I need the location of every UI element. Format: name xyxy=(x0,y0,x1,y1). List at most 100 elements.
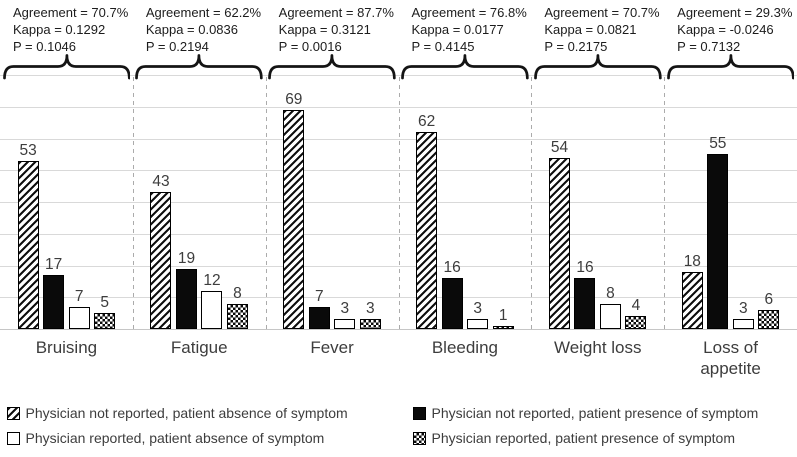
bar-checkerboard xyxy=(492,325,514,329)
bar-diagonal-hatch xyxy=(17,160,39,329)
legend-item-not-reported-absence: Physician not reported, patient absence … xyxy=(7,405,413,422)
x-axis-line xyxy=(0,329,797,330)
bar-value-label: 7 xyxy=(74,287,84,305)
bar-slot: 19 xyxy=(175,249,197,329)
agreement-line: Agreement = 76.8% xyxy=(411,5,527,20)
bar-slot: 12 xyxy=(201,271,223,329)
gridline xyxy=(0,75,797,76)
bar-group: 43 19 12 8 xyxy=(133,75,266,329)
bar-checkerboard xyxy=(226,303,248,329)
group-brace-icon xyxy=(135,53,264,85)
category-separator-line xyxy=(265,77,267,329)
bar-value-label: 16 xyxy=(443,259,461,277)
white-outline-swatch-icon xyxy=(7,432,20,445)
stats-annotation: Agreement = 62.2% Kappa = 0.0836 P = 0.219… xyxy=(146,4,261,55)
bar-slot: 3 xyxy=(467,300,489,329)
bar-value-label: 3 xyxy=(366,300,375,318)
bar-white-outline xyxy=(334,319,356,329)
stats-annotation: Agreement = 87.7% Kappa = 0.3121 P = 0.001… xyxy=(279,4,394,55)
kappa-line: Kappa = 0.0836 xyxy=(145,22,238,37)
p-value-line: P = 0.2175 xyxy=(544,39,608,54)
bar-group: 53 17 7 5 xyxy=(0,75,133,329)
bar-value-label: 6 xyxy=(764,290,774,308)
legend-item-reported-absence: Physician reported, patient absence of s… xyxy=(7,430,413,447)
bar-slot: 6 xyxy=(758,290,780,329)
bar-value-label: 7 xyxy=(315,287,324,305)
bar-solid-black xyxy=(441,278,463,329)
solid-black-swatch-icon xyxy=(413,407,426,420)
bar-value-label: 8 xyxy=(606,284,615,302)
bar-slot: 3 xyxy=(334,300,356,329)
bar-slot: 7 xyxy=(308,287,330,329)
bar-white-outline xyxy=(599,303,621,329)
stats-annotation: Agreement = 70.7% Kappa = 0.1292 P = 0.104… xyxy=(13,4,128,55)
legend-item-not-reported-presence: Physician not reported, patient presence… xyxy=(413,405,793,422)
bar-value-label: 3 xyxy=(473,300,482,318)
bar-diagonal-hatch xyxy=(283,109,305,329)
bar-value-label: 4 xyxy=(631,297,641,315)
p-value-line: P = 0.7132 xyxy=(677,39,741,54)
category-separator-line xyxy=(664,77,666,329)
bar-slot: 4 xyxy=(625,297,647,329)
kappa-line: Kappa = 0.0177 xyxy=(411,22,504,37)
kappa-line: Kappa = 0.1292 xyxy=(13,22,106,37)
category-separator-line xyxy=(132,77,134,329)
bar-slot: 18 xyxy=(681,253,703,329)
legend-label: Physician not reported, patient absence … xyxy=(25,405,348,421)
category-separator-line xyxy=(398,77,400,329)
bar-value-label: 53 xyxy=(19,141,37,159)
bar-value-label: 19 xyxy=(177,249,196,267)
bar-slot: 3 xyxy=(732,300,754,329)
bar-slot: 62 xyxy=(416,113,438,329)
bar-value-label: 69 xyxy=(285,90,303,108)
category-label: Weight loss xyxy=(553,338,642,357)
bar-value-label: 55 xyxy=(709,135,727,153)
bar-value-label: 54 xyxy=(550,138,569,156)
category-label: Fever xyxy=(310,338,354,357)
checkerboard-swatch-icon xyxy=(413,432,426,445)
kappa-line: Kappa = 0.0821 xyxy=(544,22,637,37)
bar-solid-black xyxy=(574,278,596,329)
legend-label: Physician not reported, patient presence… xyxy=(431,405,759,421)
bar-slot: 5 xyxy=(94,294,116,329)
bar-value-label: 17 xyxy=(45,256,63,274)
p-value-line: P = 0.4145 xyxy=(411,39,475,54)
agreement-line: Agreement = 70.7% xyxy=(13,5,129,20)
bar-group: 18 55 3 6 xyxy=(664,75,797,329)
bar-slot: 17 xyxy=(43,256,65,329)
bar-slot: 16 xyxy=(574,259,596,329)
category-label: Loss of appetite xyxy=(700,338,761,378)
legend-label: Physician reported, patient presence of … xyxy=(431,430,736,446)
bar-solid-black xyxy=(43,275,65,329)
group-brace-icon xyxy=(2,53,131,85)
group-brace-icon xyxy=(401,53,529,85)
bar-value-label: 12 xyxy=(203,271,221,289)
stats-annotation: Agreement = 29.3% Kappa = -0.0246 P = 0.71… xyxy=(677,4,792,55)
agreement-line: Agreement = 70.7% xyxy=(544,5,660,20)
bar-group: 54 16 8 4 xyxy=(531,75,664,329)
group-brace-icon xyxy=(533,53,662,85)
bar-group: 62 16 3 1 xyxy=(399,75,532,329)
legend: Physician not reported, patient absence … xyxy=(7,405,793,447)
bar-solid-black xyxy=(175,268,197,329)
bar-white-outline xyxy=(467,319,489,329)
group-brace-icon xyxy=(666,53,795,85)
bar-diagonal-hatch xyxy=(681,271,703,329)
category-label: Bleeding xyxy=(431,338,498,357)
bar-slot: 8 xyxy=(226,284,248,329)
stats-annotation: Agreement = 76.8% Kappa = 0.0177 P = 0.414… xyxy=(412,4,527,55)
bar-group: 69 7 3 3 xyxy=(266,75,399,329)
bar-slot: 43 xyxy=(150,173,172,329)
agreement-line: Agreement = 29.3% xyxy=(677,5,793,20)
bar-value-label: 8 xyxy=(233,284,242,302)
p-value-line: P = 0.2194 xyxy=(145,39,209,54)
bar-slot: 7 xyxy=(68,287,90,329)
bar-value-label: 1 xyxy=(498,306,508,324)
group-brace-icon xyxy=(268,53,396,85)
bar-slot: 3 xyxy=(359,300,381,329)
legend-label: Physician reported, patient absence of s… xyxy=(25,430,325,446)
bar-white-outline xyxy=(732,319,754,329)
bar-checkerboard xyxy=(359,319,381,329)
bar-white-outline xyxy=(201,290,223,329)
